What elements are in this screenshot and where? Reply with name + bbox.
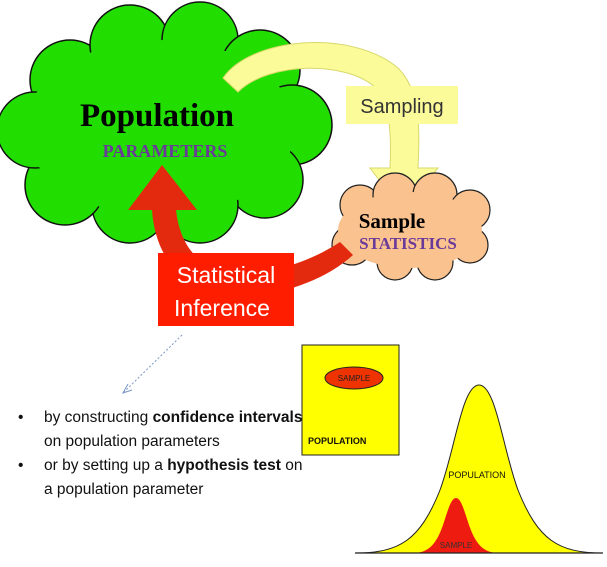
bullet-text-1-0: or by setting up a bbox=[44, 457, 168, 474]
sampling-label-box bbox=[346, 86, 458, 124]
sampling-arrow bbox=[222, 42, 440, 213]
population-subtitle: PARAMETERS bbox=[103, 141, 228, 161]
inference-box bbox=[158, 253, 294, 326]
bullet-text-1-2: on a population parameter bbox=[44, 457, 303, 498]
bullet-confidence-intervals: • by constructing confidence intervals o… bbox=[14, 406, 304, 454]
box-sample-label: SAMPLE bbox=[338, 374, 370, 383]
method-bullet-list: • by constructing confidence intervals o… bbox=[14, 406, 304, 502]
bullet-text-0-2: on population parameters bbox=[44, 433, 220, 450]
inference-label-line2: Inference bbox=[174, 295, 270, 321]
curve-population-label: POPULATION bbox=[448, 470, 505, 480]
inference-label-line1: Statistical bbox=[177, 262, 275, 288]
bullet-text-0-1: confidence intervals bbox=[152, 409, 303, 426]
bullet-text-1-1: hypothesis test bbox=[167, 457, 281, 474]
sample-title: Sample bbox=[359, 209, 426, 233]
pointer-arrowhead bbox=[121, 383, 133, 394]
population-curve bbox=[354, 384, 604, 554]
bullet-dot: • bbox=[18, 457, 24, 474]
sample-subtitle: STATISTICS bbox=[359, 234, 457, 253]
curve-sample-label: SAMPLE bbox=[440, 541, 472, 550]
pointer-dotted-arrow bbox=[123, 334, 183, 393]
population-box bbox=[301, 344, 400, 456]
sampling-label: Sampling bbox=[360, 96, 443, 118]
box-population-label: POPULATION bbox=[308, 436, 366, 446]
bullet-hypothesis-test: • or by setting up a hypothesis test on … bbox=[14, 454, 304, 502]
population-title: Population bbox=[80, 98, 234, 134]
sample-ellipse bbox=[324, 366, 384, 390]
sample-cloud bbox=[331, 172, 491, 281]
bullet-text-0-0: by constructing bbox=[44, 409, 153, 426]
sample-curve bbox=[413, 498, 499, 553]
bullet-dot: • bbox=[18, 409, 24, 426]
